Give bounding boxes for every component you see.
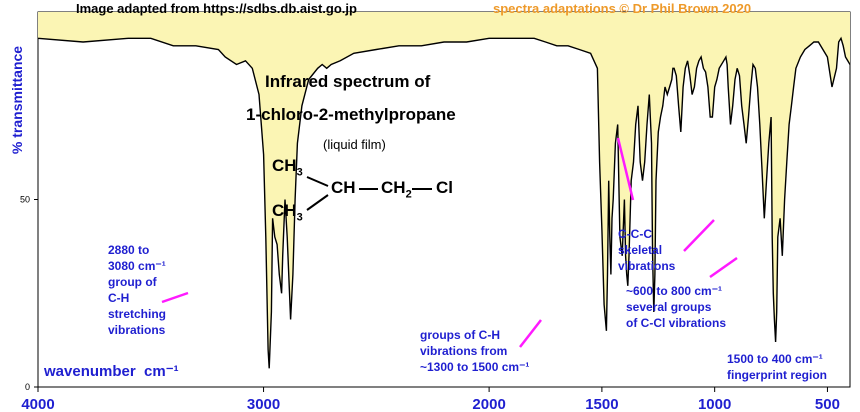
pointer-ch-bend xyxy=(519,319,542,348)
y-axis-ticks: 0 50 xyxy=(20,195,38,392)
chart-subtitle: (liquid film) xyxy=(323,137,386,152)
pointer-lines xyxy=(161,137,738,348)
author-credit: spectra adaptations © Dr Phil Brown 2020 xyxy=(493,1,752,16)
source-credit: Image adapted from https://sdbs.db.aist.… xyxy=(76,1,357,16)
structure-ch3-bottom: CH3 xyxy=(272,201,303,224)
y-tick-label: 0 xyxy=(25,382,30,392)
x-tick-label: 2000 xyxy=(472,396,505,412)
spectrum-fill xyxy=(38,12,850,369)
x-axis-ticks: 4000 3000 2000 1500 1000 500 xyxy=(21,387,840,412)
structure-ch3-top: CH3 xyxy=(272,156,303,179)
y-axis-label: % transmittance xyxy=(9,46,25,154)
bond-top xyxy=(306,176,329,187)
y-tick-label: 50 xyxy=(20,195,30,205)
structure-ch: CH xyxy=(331,178,356,197)
x-tick-label: 1500 xyxy=(585,396,618,412)
structure-bonds xyxy=(306,176,432,211)
spectrum-line xyxy=(37,36,851,369)
annotation-ccl: ~600 to 800 cm⁻¹ several groups of C-Cl … xyxy=(626,284,727,330)
x-tick-label: 4000 xyxy=(21,396,54,412)
structure-cl: Cl xyxy=(436,178,453,197)
annotation-ccc: C-C-C skeletal vibrations xyxy=(618,227,676,273)
pointer-ccl xyxy=(709,256,738,279)
x-tick-label: 3000 xyxy=(247,396,280,412)
x-tick-label: 500 xyxy=(815,396,840,412)
structure-ch2: CH2 xyxy=(381,178,412,201)
annotation-fingerprint: 1500 to 400 cm⁻¹ fingerprint region xyxy=(727,352,827,382)
x-axis-label: wavenumber cm⁻¹ xyxy=(44,363,179,380)
chart-title-line2: 1-chloro-2-methylpropane xyxy=(246,105,456,124)
annotation-ch-stretch: 2880 to 3080 cm⁻¹ group of C-H stretchin… xyxy=(108,243,167,337)
chart-title-line1: Infrared spectrum of xyxy=(265,72,431,91)
pointer-ch-stretch xyxy=(161,291,189,304)
pointer-ccc xyxy=(616,137,635,201)
pointer-ccc-2 xyxy=(683,219,715,252)
bond-bottom xyxy=(306,194,329,211)
annotation-ch-bend: groups of C-H vibrations from ~1300 to 1… xyxy=(420,328,530,374)
x-tick-label: 1000 xyxy=(698,396,731,412)
